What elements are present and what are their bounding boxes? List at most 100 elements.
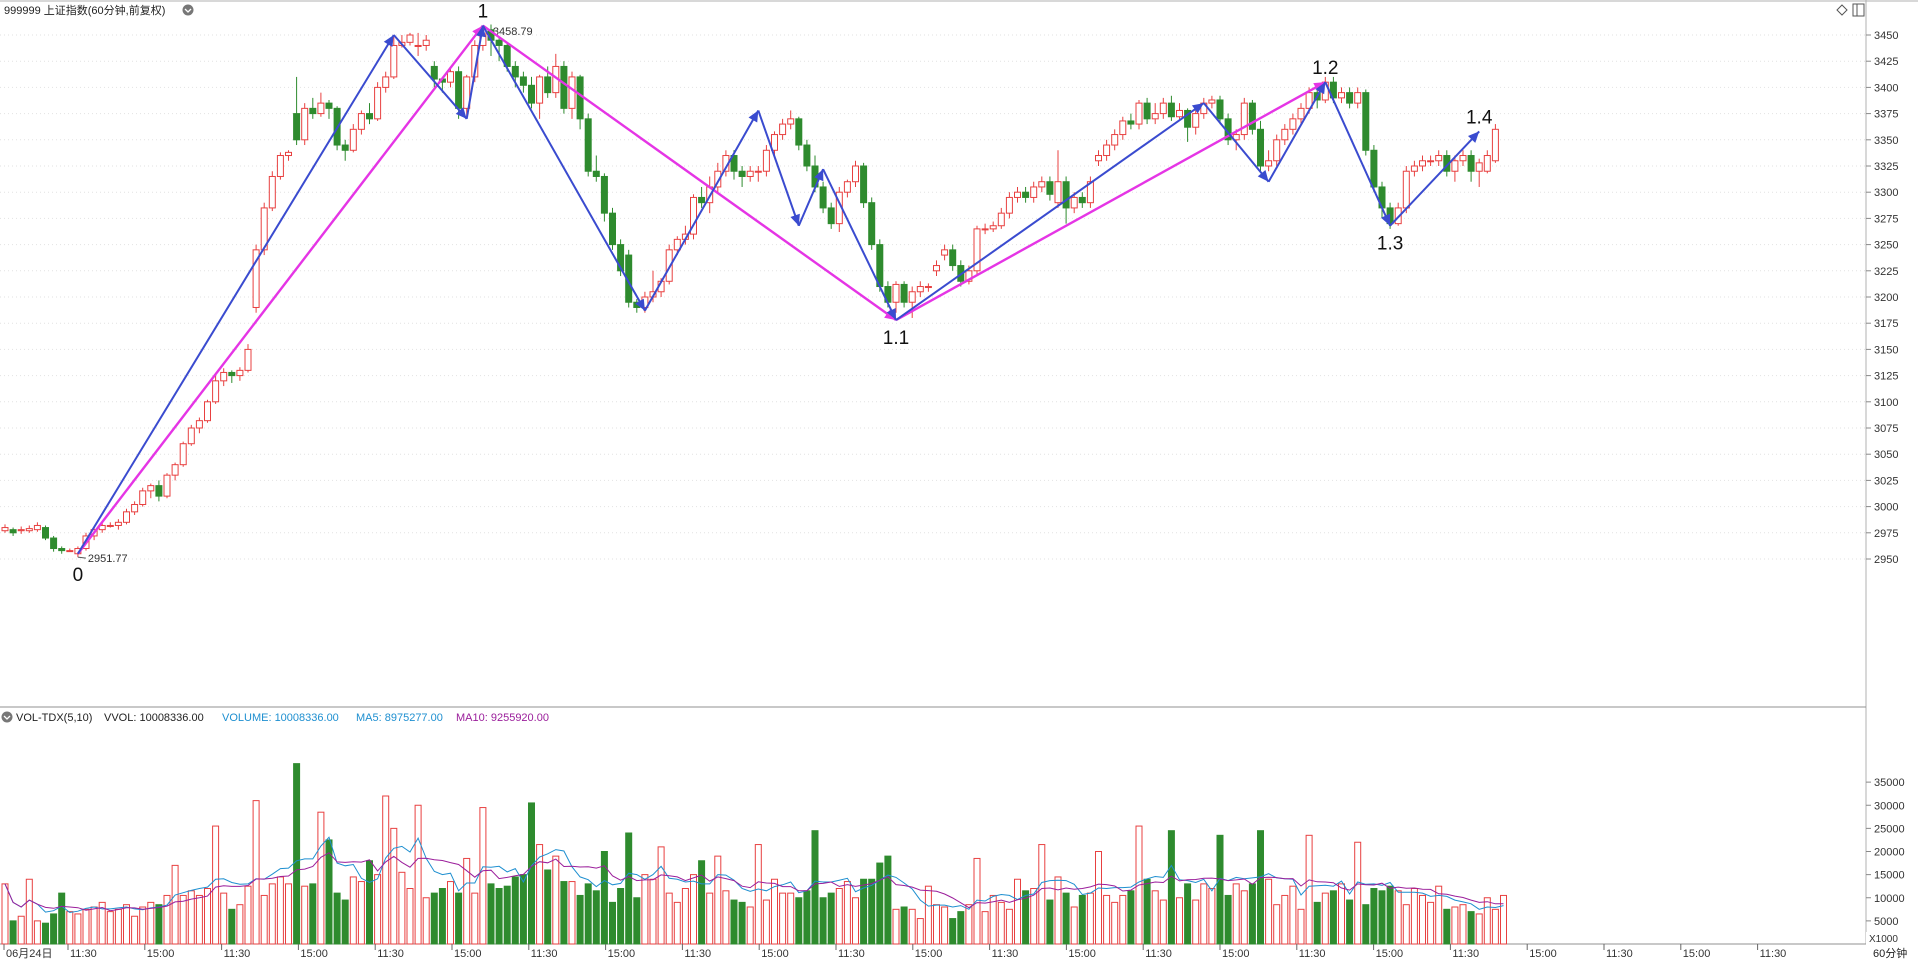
volume-bar (600, 851, 608, 945)
volume-bar (1014, 878, 1021, 945)
period-label: 60分钟 (1873, 946, 1907, 960)
volume-bar (374, 874, 382, 945)
candle-body (228, 371, 236, 377)
volume-bar (706, 892, 714, 945)
time-tick-label: 15:00 (1068, 948, 1096, 960)
blue-wave-arrow (895, 102, 1205, 321)
volume-bar (479, 807, 487, 945)
volume-bar (860, 878, 868, 945)
candle-body (1005, 196, 1013, 214)
candle-body (25, 528, 33, 532)
volume-bar (835, 888, 843, 945)
time-tick-label: 11:30 (1145, 948, 1172, 960)
blue-wave-arrow (77, 34, 395, 555)
candle-body (1410, 165, 1418, 172)
settings-circle-icon[interactable] (182, 4, 194, 16)
volume-bar (341, 899, 349, 945)
volume-bar (1119, 894, 1127, 945)
volume-bar (916, 918, 924, 945)
volume-bar (924, 885, 932, 945)
volume-bar (981, 911, 989, 945)
volume-bar (503, 885, 511, 945)
candle-body (301, 107, 309, 141)
blue-wave-arrow-head (1381, 213, 1391, 226)
volume-bar (1159, 899, 1167, 945)
candle-body (382, 76, 390, 88)
volume-bar (147, 901, 155, 945)
time-tick-label: 11:30 (1760, 948, 1787, 960)
price-tick-label: 3075 (1874, 423, 1898, 435)
volume-bar (803, 890, 811, 945)
volume-tick-label: 15000 (1874, 870, 1905, 882)
volume-bar (827, 892, 835, 945)
panel-toggle-icon[interactable] (1852, 3, 1865, 17)
price-tick-label: 3325 (1874, 161, 1898, 173)
volume-settings-icon[interactable] (1, 711, 13, 723)
price-tick-label: 3150 (1874, 344, 1898, 356)
volume-bar (155, 904, 163, 945)
volume-bar (204, 888, 211, 945)
volume-bar (722, 890, 730, 945)
volume-bar (568, 881, 576, 945)
price-tick-label: 3250 (1874, 240, 1898, 252)
candle-body (600, 175, 608, 214)
candle-body (860, 165, 868, 204)
volume-bar (1394, 890, 1402, 945)
time-tick-label: 11:30 (1452, 948, 1479, 960)
volume-tick-label: 25000 (1874, 823, 1905, 835)
candle-body (463, 76, 471, 109)
candle-body (260, 207, 268, 251)
candle-body (147, 485, 155, 492)
blue-wave-arrow (393, 34, 468, 120)
volume-bar (1078, 894, 1086, 945)
volume-bar (1273, 904, 1281, 945)
volume-tick-label: 30000 (1874, 800, 1905, 812)
candle-body (1232, 134, 1240, 141)
time-tick-label: 11:30 (531, 948, 558, 960)
volume-bar (1200, 883, 1208, 945)
volume-bar (762, 899, 770, 945)
blue-wave-arrow (465, 25, 484, 120)
volume-unit-label: X1000 (1869, 934, 1898, 945)
volume-bar (997, 901, 1005, 945)
candle-body (965, 270, 973, 282)
candle-body (787, 118, 795, 125)
volume-bar (617, 888, 625, 945)
candle-body (981, 228, 989, 231)
volume-bar (455, 892, 463, 945)
volume-bar (50, 913, 58, 945)
candle-body (139, 490, 147, 506)
volume-bar (779, 892, 787, 945)
volume-bar (690, 874, 697, 945)
candle-body (560, 65, 568, 109)
candle-body (1483, 155, 1491, 172)
candle-body (220, 371, 228, 382)
candle-body (916, 286, 924, 293)
candle-body (1062, 181, 1070, 209)
diamond-icon[interactable] (1836, 4, 1848, 16)
volume-bar (430, 892, 438, 945)
candle-body (1265, 160, 1273, 167)
volume-bar (746, 906, 754, 945)
volume-bar (528, 802, 535, 945)
candle-body (1370, 149, 1378, 188)
price-tick-label: 3225 (1874, 266, 1898, 278)
candle-body (617, 244, 625, 272)
volume-bar (941, 906, 949, 945)
volume-bar (317, 811, 325, 945)
candle-body (690, 196, 697, 235)
time-tick-label: 06月24日 (6, 948, 52, 960)
candle-body (155, 485, 163, 497)
candle-body (1014, 191, 1021, 198)
time-tick-label: 15:00 (300, 948, 328, 960)
volume-bar (1232, 883, 1240, 945)
wave-labels: 0 1 1.1 1.2 1.3 1.4 (73, 2, 1493, 586)
wave-label: 1.4 (1466, 107, 1493, 128)
price-tick-label: 3050 (1874, 449, 1898, 461)
candle-body (973, 228, 981, 272)
candle-body (1143, 102, 1151, 120)
candle-body (511, 65, 519, 78)
chart-title: 999999 上证指数(60分钟,前复权) (4, 3, 165, 17)
volume-bar (665, 892, 673, 945)
